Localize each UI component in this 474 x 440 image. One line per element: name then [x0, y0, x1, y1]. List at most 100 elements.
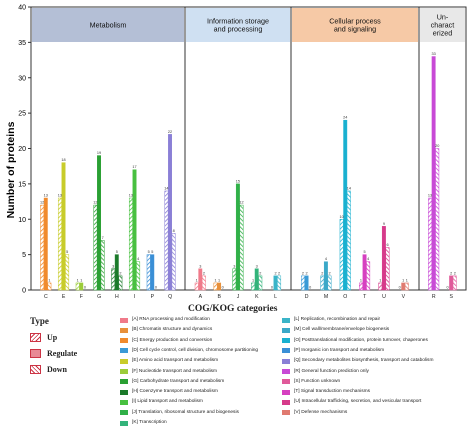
type-legend-down-label: Down: [47, 365, 68, 374]
bar-down-s: [452, 275, 457, 291]
bar-down-u: [385, 247, 390, 291]
category-legend-label: [K] Transcription: [132, 420, 167, 425]
data-label: 15: [236, 179, 240, 183]
data-label: 1: [80, 278, 82, 282]
bar-down-i: [136, 261, 141, 291]
x-tick-label: A: [199, 294, 203, 300]
data-label: 3: [199, 264, 201, 268]
data-label: 1: [402, 278, 404, 282]
data-label: 2: [278, 271, 280, 275]
category-legend-item: [Q] Secondary metabolites biosynthesis, …: [282, 358, 433, 364]
category-legend-label: [F] Nucleotide transport and metabolism: [132, 368, 218, 374]
category-swatch: [282, 379, 290, 385]
data-label: 4: [325, 257, 327, 261]
category-swatch: [282, 327, 290, 333]
bar-up-q: [164, 190, 169, 291]
data-label: 3: [233, 264, 235, 268]
bar-up-m: [320, 275, 325, 291]
panel-title: Un-: [437, 13, 449, 22]
x-tick-label: C: [44, 294, 48, 300]
category-swatch: [120, 348, 128, 354]
data-label: 2: [119, 271, 121, 275]
category-legend-label: [E] Amino acid transport and metabolism: [132, 358, 219, 364]
category-swatch: [120, 358, 128, 364]
x-tick-label: T: [363, 294, 367, 300]
bar-regulate-q: [168, 134, 172, 291]
bar-down-v: [404, 282, 409, 291]
data-label: 1: [196, 278, 198, 282]
data-label: 4: [367, 257, 369, 261]
category-axis-title: COG/KOG categories: [188, 304, 278, 314]
category-legend-item: [L] Replication, recombination and repai…: [282, 317, 380, 323]
category-legend-item: [S] Function unknown: [282, 379, 340, 385]
type-legend-title: Type: [30, 316, 49, 326]
bar-regulate-i: [132, 169, 137, 291]
category-swatch: [282, 369, 290, 374]
category-swatch: [120, 420, 128, 426]
category-swatch: [120, 410, 128, 416]
x-tick-label: R: [432, 294, 436, 300]
category-legend-item: [D] Cell cycle control, cell division, c…: [120, 348, 258, 354]
bar-down-l: [277, 275, 282, 291]
data-label: 33: [432, 52, 436, 56]
x-tick-label: O: [343, 294, 347, 300]
data-label: 2: [302, 271, 304, 275]
x-tick-label: I: [134, 294, 135, 300]
category-legend-item: [R] General function prediction only: [282, 369, 369, 375]
x-tick-label: F: [80, 294, 83, 300]
x-tick-label: B: [217, 294, 221, 300]
y-tick-label: 10: [18, 217, 26, 224]
category-legend-item: [K] Transcription: [120, 420, 167, 426]
category-swatch: [120, 369, 128, 374]
data-label: 13: [44, 194, 48, 198]
data-label: 0: [222, 286, 224, 290]
data-label: 3: [112, 264, 114, 268]
x-tick-label: S: [450, 294, 454, 300]
regulate-swatch: [30, 349, 41, 358]
data-label: 2: [306, 271, 308, 275]
category-legend-label: [D] Cell cycle control, cell division, c…: [132, 347, 259, 353]
panel-title: and signaling: [334, 24, 376, 33]
category-legend-label: [O] Posttranslational modification, prot…: [294, 337, 428, 343]
bar-down-r: [435, 148, 440, 291]
category-legend-item: [E] Amino acid transport and metabolism: [120, 358, 218, 364]
bar-regulate-s: [449, 275, 454, 291]
category-legend-item: [V] Defense mechanisms: [282, 410, 347, 416]
y-axis-label: Number of proteins: [5, 121, 17, 218]
type-legend-up-label: Up: [47, 333, 58, 342]
panel-title: Metabolism: [90, 21, 127, 30]
data-label: 24: [343, 116, 347, 120]
x-tick-label: E: [62, 294, 66, 300]
bar-regulate-c: [43, 197, 48, 291]
bar-regulate-p: [150, 254, 155, 291]
data-label: 0: [84, 286, 86, 290]
category-legend-label: [M] Cell wall/membrane/envelope biogenes…: [294, 327, 390, 333]
up-swatch: [30, 333, 41, 342]
bar-up-d: [301, 275, 305, 291]
bar-up-g: [93, 204, 98, 291]
category-legend-item: [H] Coenzyme transport and metabolism: [120, 389, 218, 395]
panel-title: Cellular process: [329, 17, 381, 26]
category-legend-item: [U] Intracellular trafficking, secretion…: [282, 399, 421, 405]
data-label: 2: [328, 271, 330, 275]
y-tick-label: 20: [18, 146, 26, 153]
y-tick-label: 15: [18, 181, 26, 188]
bar-regulate-u: [381, 226, 386, 291]
bar-up-j: [232, 268, 237, 291]
data-label: 5: [66, 250, 68, 254]
category-legend-label: [Q] Secondary metabolites biosynthesis, …: [294, 358, 434, 364]
category-legend-label: [H] Coenzyme transport and metabolism: [132, 389, 218, 395]
bar-regulate-o: [343, 119, 348, 291]
bar-down-g: [100, 240, 105, 291]
bar-regulate-d: [304, 275, 309, 291]
panel-title: Information storage: [207, 17, 269, 26]
x-tick-label: J: [237, 294, 240, 300]
bar-down-e: [65, 254, 70, 291]
panel-header: [292, 8, 418, 42]
bar-regulate-r: [431, 56, 436, 291]
bar-regulate-e: [61, 162, 66, 291]
data-label: 20: [435, 144, 439, 148]
data-label: 12: [239, 201, 243, 205]
data-label: 12: [93, 201, 97, 205]
